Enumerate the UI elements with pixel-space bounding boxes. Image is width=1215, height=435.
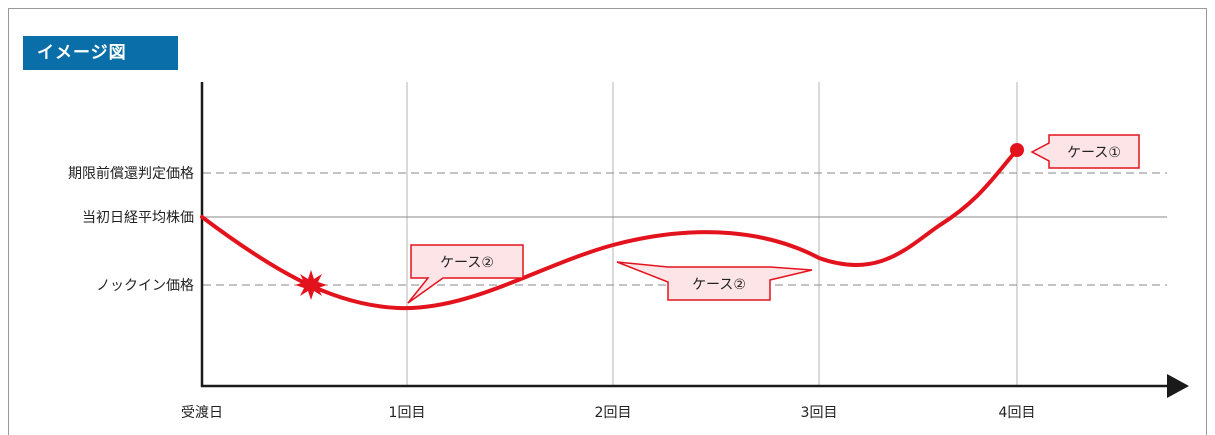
case2-callout-upper-text: ケース② [440,255,494,271]
diagram-frame [8,8,1207,435]
x-label-delivery-date: 受渡日 [181,405,223,421]
early-redemption-label: 期限前償還判定価格 [68,165,194,182]
case2-callout-middle [616,261,813,301]
case1-callout [1030,134,1140,169]
price-curve [200,148,1019,311]
title-badge: イメージ図 [23,36,178,70]
x-label-4th: 4回目 [999,405,1036,421]
case1-endpoint-dot [1010,143,1024,157]
initial-price-label: 当初日経平均株価 [82,209,194,226]
x-label-2nd: 2回目 [595,405,632,421]
x-axis-arrowhead [1167,374,1189,398]
knock-in-burst-icon [295,270,327,300]
case1-callout-text: ケース① [1067,145,1121,161]
knock-in-label: ノックイン価格 [96,278,194,294]
x-label-3rd: 3回目 [801,405,838,421]
case2-callout-upper [407,244,524,304]
case2-callout-middle-text: ケース② [692,277,746,293]
x-label-1st: 1回目 [389,405,426,421]
